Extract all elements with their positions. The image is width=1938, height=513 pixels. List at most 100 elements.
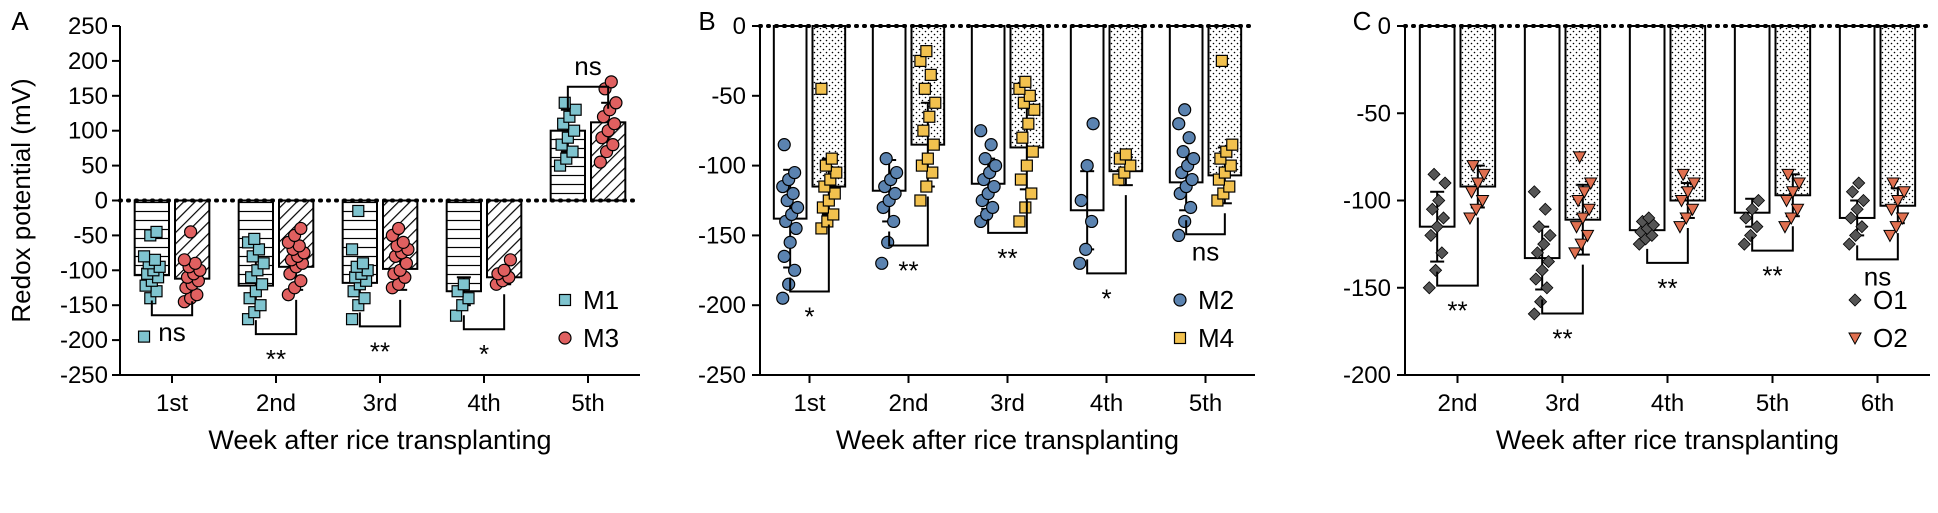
significance-bracket xyxy=(789,224,830,293)
data-point-m4 xyxy=(1224,159,1237,172)
panel-letter: A xyxy=(11,6,29,36)
data-point-m1 xyxy=(245,271,258,284)
data-point-o2 xyxy=(1680,186,1695,199)
data-point-m4 xyxy=(828,187,841,200)
panel-a: A -250 -200 -150 -100 -50 0 50 100 150 200 250 Redox… xyxy=(6,6,642,455)
data-point-m1 xyxy=(566,145,579,158)
data-point-m4 xyxy=(918,82,931,95)
data-point-o2 xyxy=(1897,186,1911,199)
data-point-m1 xyxy=(257,257,270,270)
significance-label: * xyxy=(1101,283,1111,313)
significance-bracket xyxy=(1856,233,1899,261)
data-point-m1 xyxy=(251,264,264,277)
data-point-o2 xyxy=(1674,195,1689,208)
x-axis-label: Week after rice transplanting xyxy=(208,425,551,455)
significance-label: ** xyxy=(1657,273,1677,303)
data-point-o2 xyxy=(1575,212,1590,225)
data-point-m3 xyxy=(604,75,618,89)
data-point-o2 xyxy=(1477,168,1491,182)
significance-bracket xyxy=(888,196,929,247)
data-point-o1 xyxy=(1534,295,1548,309)
significance-label: ns xyxy=(1192,236,1219,266)
data-point-m4 xyxy=(1019,201,1032,214)
x-tick-label: 5th xyxy=(1189,390,1222,417)
legend-marker-m1 xyxy=(558,293,572,307)
data-point-m2 xyxy=(788,263,802,277)
data-point-o1 xyxy=(1540,281,1554,295)
y-tick-label: 50 xyxy=(81,153,108,180)
data-point-m2 xyxy=(881,235,895,249)
data-point-m1 xyxy=(241,313,255,326)
data-point-m3 xyxy=(593,155,607,169)
data-point-m3 xyxy=(606,138,620,152)
panel-letter: C xyxy=(1353,6,1372,36)
data-point-m2 xyxy=(875,256,889,270)
data-point-o2 xyxy=(1577,186,1592,199)
legend-marker-m2 xyxy=(1173,293,1187,307)
significance-label: ** xyxy=(997,243,1017,273)
data-point-m1 xyxy=(558,96,571,109)
data-point-m4 xyxy=(827,208,840,221)
data-point-m1 xyxy=(246,250,259,263)
data-point-m3 xyxy=(497,263,511,277)
data-point-m2 xyxy=(1085,214,1099,229)
data-point-m2 xyxy=(1184,200,1198,215)
data-point-o2 xyxy=(1676,168,1690,182)
data-point-m3 xyxy=(294,274,308,288)
data-point-m4 xyxy=(927,138,940,151)
data-point-m1 xyxy=(563,110,576,123)
data-point-o1 xyxy=(1436,211,1451,225)
significance-bracket xyxy=(1541,264,1584,315)
data-point-m1 xyxy=(144,292,157,305)
data-point-o1 xyxy=(1842,237,1856,251)
data-point-m2 xyxy=(879,152,893,166)
data-point-o1 xyxy=(1532,220,1546,234)
data-point-o1 xyxy=(1424,228,1438,242)
legend-label: M3 xyxy=(583,323,619,353)
data-point-m2 xyxy=(1176,145,1190,159)
significance-label: ** xyxy=(898,255,918,285)
data-point-o2 xyxy=(1895,212,1910,225)
data-point-m1 xyxy=(248,232,261,245)
data-point-o1 xyxy=(1422,281,1436,295)
bar-m1 xyxy=(445,199,482,293)
y-tick-label: -150 xyxy=(1343,275,1391,302)
legend-label: M4 xyxy=(1198,323,1234,353)
y-tick-label: -100 xyxy=(1343,188,1391,215)
data-point-o1 xyxy=(1435,246,1449,260)
data-point-m1 xyxy=(137,330,151,343)
data-point-o1 xyxy=(1737,237,1751,251)
data-point-m2 xyxy=(783,235,797,249)
data-point-m4 xyxy=(924,68,937,81)
significance-bracket xyxy=(358,299,402,328)
significance-label: ** xyxy=(266,344,286,374)
data-point-o1 xyxy=(1856,193,1871,208)
data-point-m1 xyxy=(560,152,573,165)
data-point-m1 xyxy=(567,124,581,137)
x-tick-label: 1st xyxy=(156,390,188,417)
data-point-o1 xyxy=(1530,246,1545,260)
data-point-m2 xyxy=(889,165,904,180)
significance-bracket xyxy=(566,85,610,109)
data-point-m2 xyxy=(1172,228,1186,242)
significance-bracket xyxy=(1086,195,1127,275)
data-point-o2 xyxy=(1580,229,1595,243)
data-point-m1 xyxy=(555,138,568,151)
significance-bracket xyxy=(1751,226,1794,252)
data-point-m2 xyxy=(777,138,791,152)
data-point-m1 xyxy=(449,309,463,322)
data-point-o2 xyxy=(1785,186,1800,199)
data-point-m2 xyxy=(782,277,796,291)
data-point-m4 xyxy=(815,82,828,95)
significance-bracket xyxy=(462,294,506,331)
data-point-o1 xyxy=(1425,202,1440,216)
legend-label: O2 xyxy=(1873,323,1908,353)
data-point-o2 xyxy=(1779,195,1794,208)
significance-label: ** xyxy=(370,336,390,366)
x-tick-label: 3rd xyxy=(363,390,398,417)
bar-m4 xyxy=(811,25,847,188)
data-point-m2 xyxy=(1073,256,1087,270)
data-point-m1 xyxy=(345,313,359,326)
significance-label: * xyxy=(479,339,489,369)
